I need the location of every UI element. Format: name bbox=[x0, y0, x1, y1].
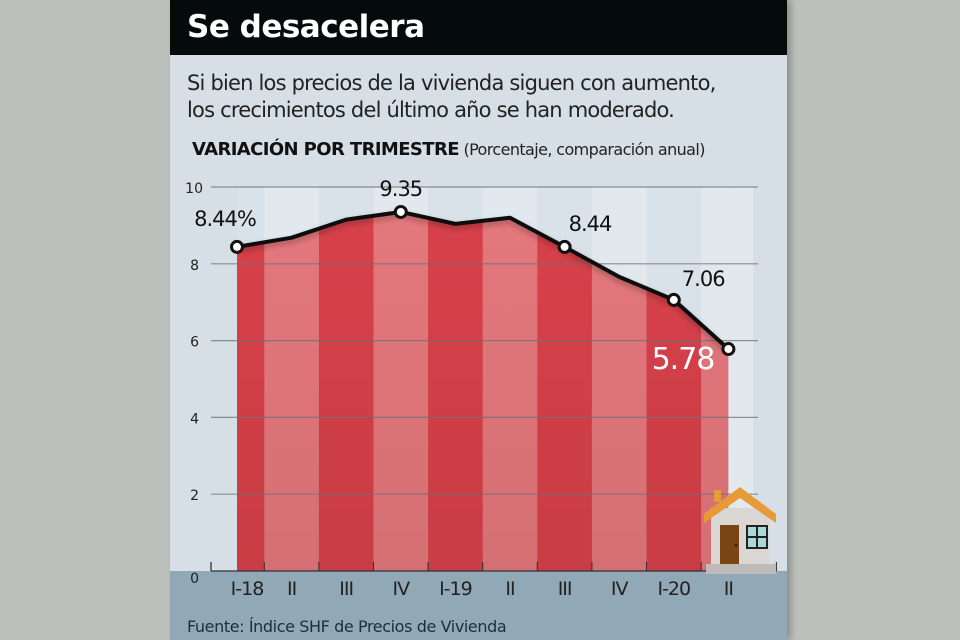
data-point-marker bbox=[393, 204, 408, 219]
data-label: 8.44 bbox=[569, 212, 612, 236]
x-tick-label: IV bbox=[611, 578, 629, 600]
x-axis: I-18 II III IV I-19 II III IV I-20 II bbox=[210, 562, 777, 600]
house-icon bbox=[704, 487, 776, 574]
x-tick-label: II bbox=[724, 578, 733, 600]
axis-band-bg bbox=[170, 571, 787, 640]
house-door-knob bbox=[734, 543, 738, 547]
y-tick-label: 4 bbox=[190, 411, 199, 427]
house-chimney bbox=[714, 490, 721, 502]
data-labels: 8.44% 9.35 8.44 7.06 5.78 bbox=[194, 177, 726, 377]
data-label: 8.44% bbox=[194, 207, 256, 231]
axis-band bbox=[170, 571, 787, 640]
series-line bbox=[230, 204, 736, 357]
data-label: 7.06 bbox=[682, 267, 725, 291]
x-tick-label: III bbox=[558, 578, 572, 600]
x-tick-label: I-20 bbox=[657, 578, 690, 600]
x-tick-label: I-18 bbox=[231, 578, 264, 600]
x-tick-label: II bbox=[287, 578, 296, 600]
chart-title-sub: (Porcentaje, comparación anual) bbox=[463, 140, 705, 159]
chart-title-main: VARIACIÓN POR TRIMESTRE bbox=[192, 139, 460, 160]
data-point-marker bbox=[557, 239, 572, 254]
y-tick-label: 10 bbox=[185, 181, 203, 197]
infographic-card: Se desacelera Si bien los precios de la … bbox=[170, 0, 787, 640]
y-tick-label: 2 bbox=[190, 488, 199, 504]
x-tick-label: II bbox=[505, 578, 514, 600]
series-line-path bbox=[236, 209, 730, 351]
house-door bbox=[720, 525, 739, 564]
y-tick-label: 0 bbox=[190, 571, 199, 587]
x-tick-label: III bbox=[339, 578, 353, 600]
y-tick-label: 6 bbox=[190, 335, 199, 351]
y-axis: 0 2 4 6 8 10 bbox=[185, 181, 203, 587]
gridlines bbox=[211, 186, 758, 495]
chart-title: VARIACIÓN POR TRIMESTRE (Porcentaje, com… bbox=[192, 139, 705, 160]
x-tick-label: I-19 bbox=[439, 578, 472, 600]
data-point-marker bbox=[666, 292, 681, 307]
subtitle: Si bien los precios de la vivienda sigue… bbox=[187, 70, 777, 124]
subtitle-line-1: Si bien los precios de la vivienda sigue… bbox=[187, 71, 716, 95]
bg-stripe bbox=[728, 187, 754, 571]
data-point-marker bbox=[230, 239, 244, 254]
page-title: Se desacelera bbox=[187, 9, 425, 45]
x-tick-label: IV bbox=[392, 578, 410, 600]
data-label: 5.78 bbox=[652, 342, 715, 377]
data-point-marker bbox=[721, 342, 736, 357]
house-base bbox=[706, 564, 776, 574]
source-note: Fuente: Índice SHF de Precios de Viviend… bbox=[187, 617, 507, 636]
data-label: 9.35 bbox=[379, 177, 422, 201]
house-roof bbox=[704, 487, 776, 523]
subtitle-line-2: los crecimientos del último año se han m… bbox=[187, 98, 675, 122]
y-tick-label: 8 bbox=[190, 258, 199, 274]
header-bar: Se desacelera bbox=[170, 0, 787, 55]
